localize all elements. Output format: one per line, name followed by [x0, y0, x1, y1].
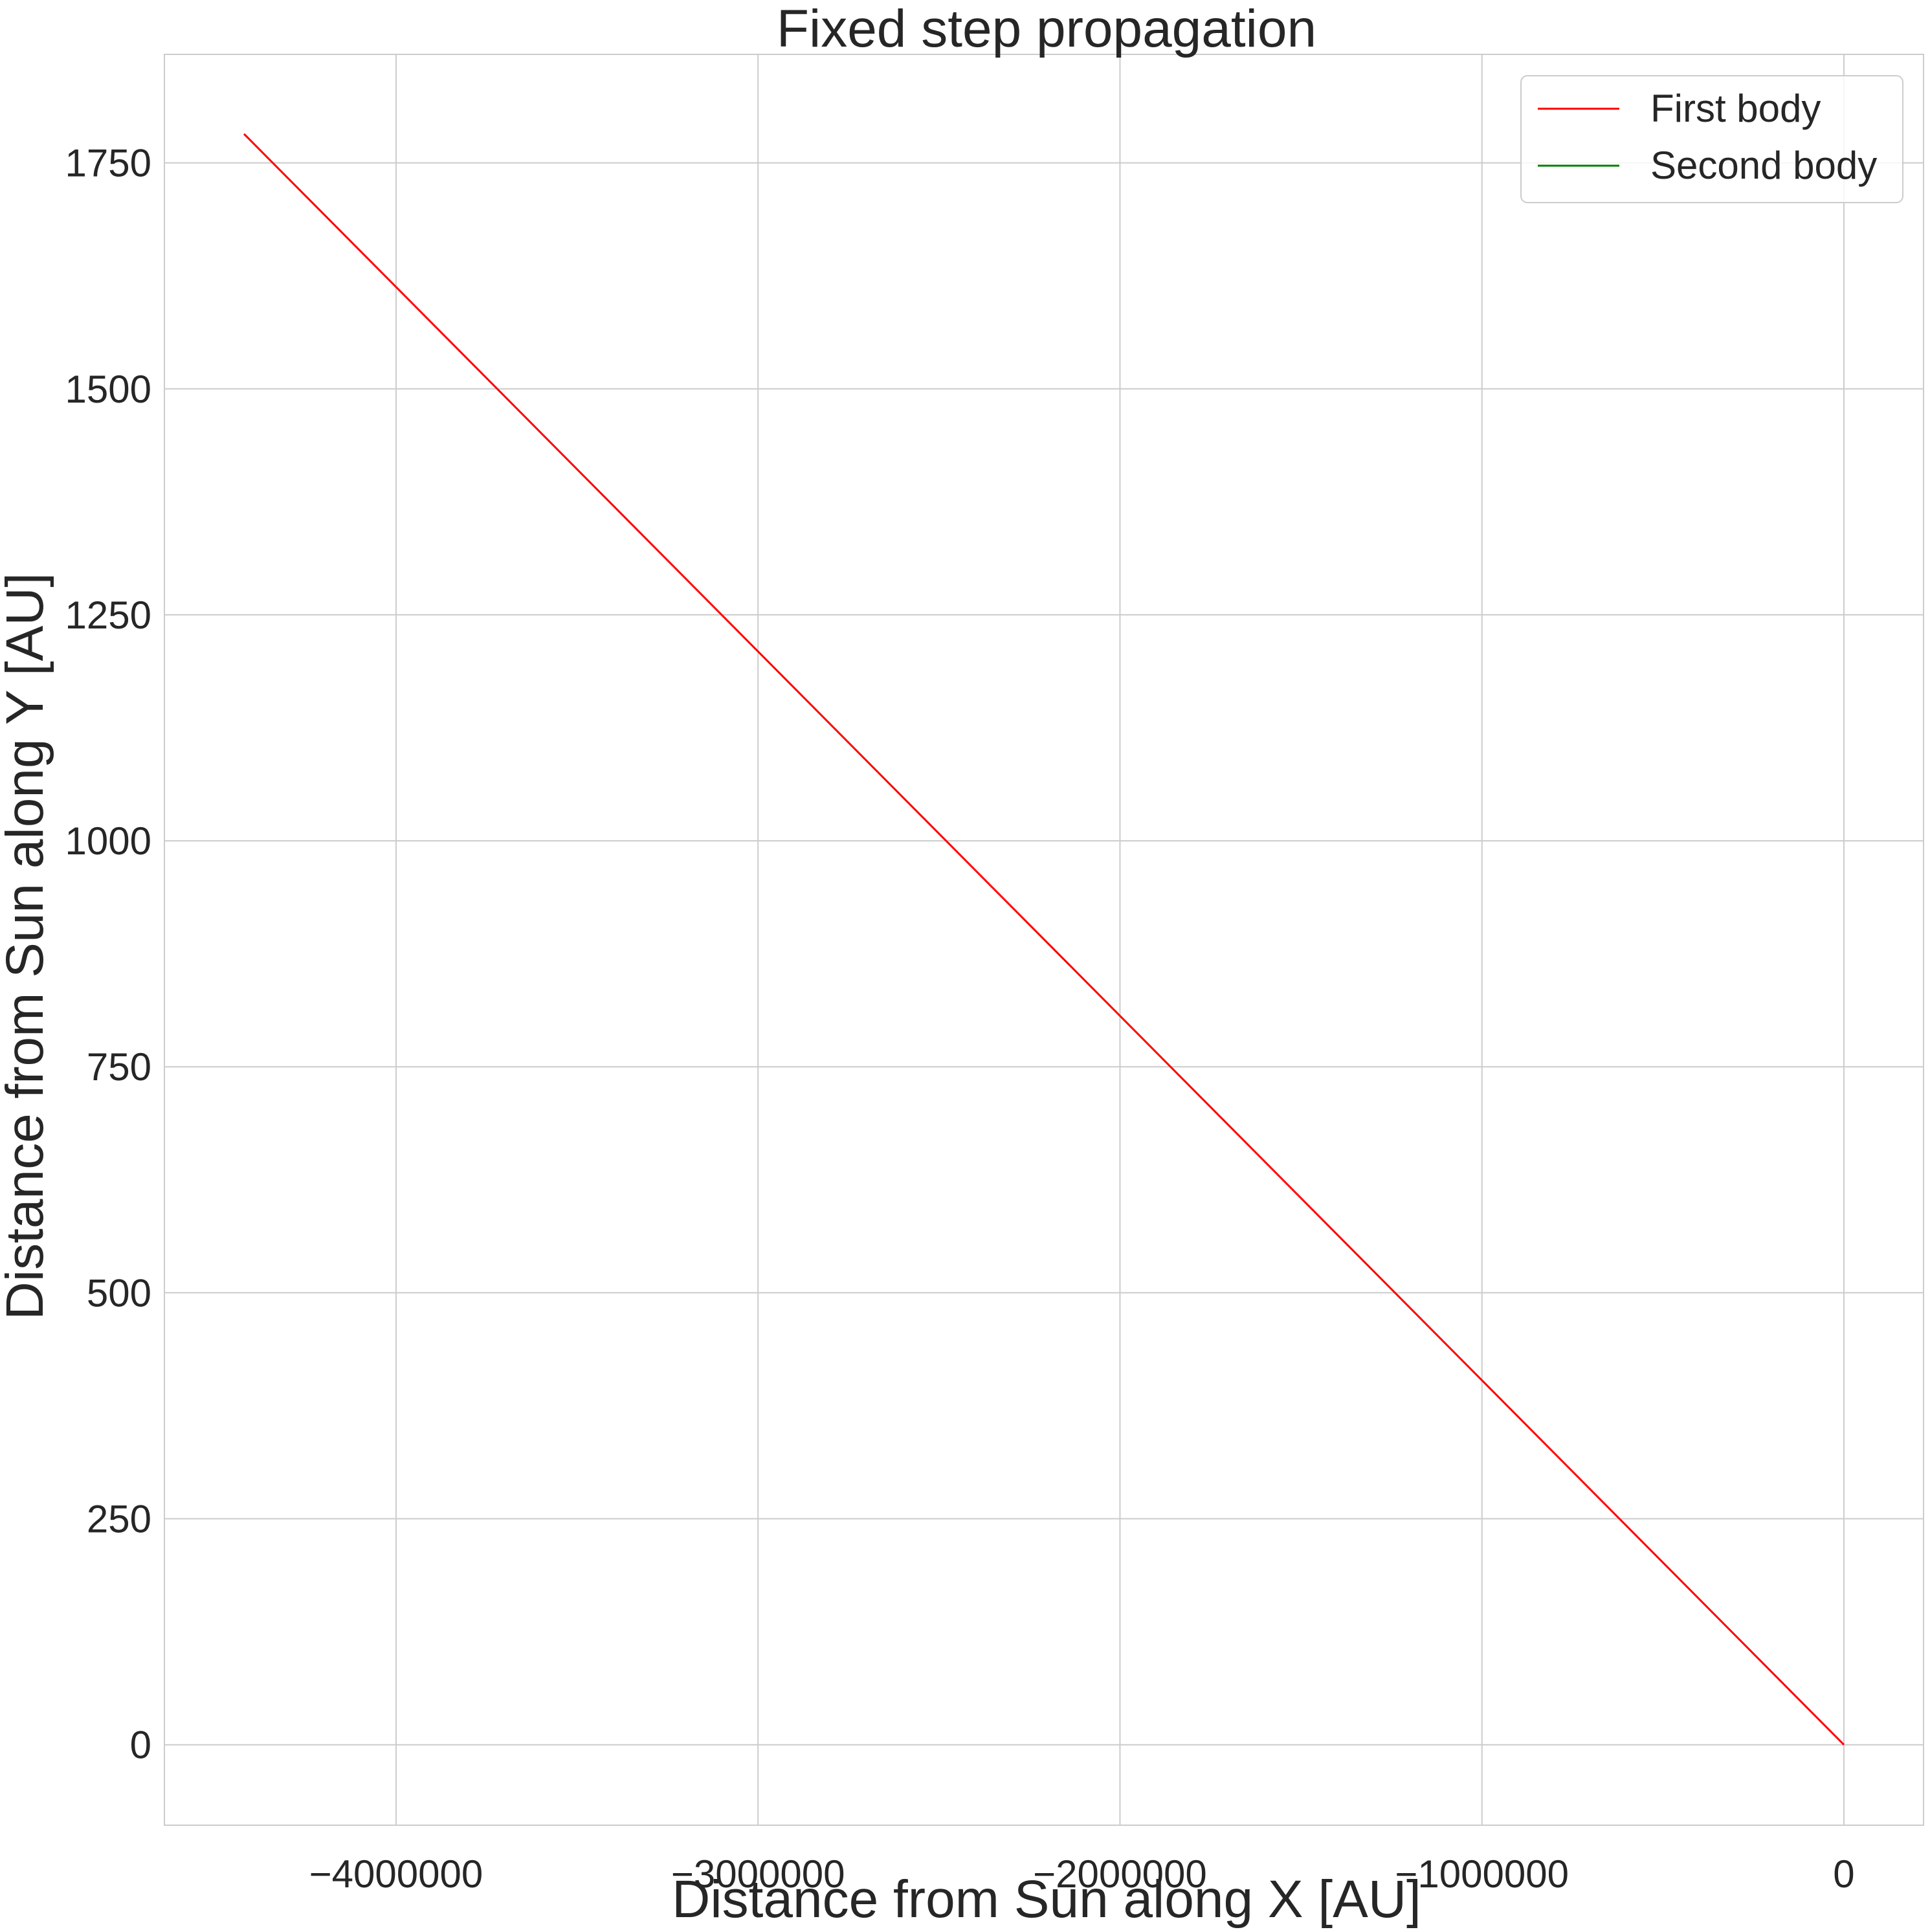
x-tick-label: −4000000	[309, 1852, 483, 1896]
series-layer	[243, 133, 1845, 1746]
y-tick-label: 1750	[65, 142, 151, 185]
y-tick-label: 1250	[65, 594, 151, 637]
legend-frame	[1520, 75, 1903, 203]
y-tick-label: 250	[87, 1498, 151, 1541]
y-tick-label: 1000	[65, 819, 151, 863]
y-tick-label: 750	[87, 1045, 151, 1089]
y-tick-label: 500	[87, 1271, 151, 1315]
x-tick-label: −1000000	[1395, 1852, 1569, 1896]
x-tick-labels: −4000000 −3000000 −2000000 −1000000 0	[309, 1852, 1855, 1896]
legend-label-second-body: Second body	[1650, 144, 1877, 187]
y-tick-labels: 0 250 500 750 1000 1250 1500 1750	[65, 142, 151, 1767]
x-axis-label: Distance from Sun along X [AU]	[672, 1870, 1421, 1929]
x-tick-label: −3000000	[671, 1852, 845, 1896]
legend-label-first-body: First body	[1650, 87, 1821, 130]
chart-title: Fixed step propagation	[777, 0, 1316, 58]
y-tick-label: 1500	[65, 368, 151, 411]
y-axis-label: Distance from Sun along Y [AU]	[0, 573, 54, 1320]
series-line-first-body	[243, 133, 1845, 1746]
x-tick-label: −2000000	[1033, 1852, 1207, 1896]
x-tick-label: 0	[1833, 1852, 1854, 1896]
y-tick-label: 0	[130, 1724, 151, 1767]
legend: First body Second body	[1520, 75, 1903, 203]
plot-area-frame	[164, 54, 1924, 1826]
